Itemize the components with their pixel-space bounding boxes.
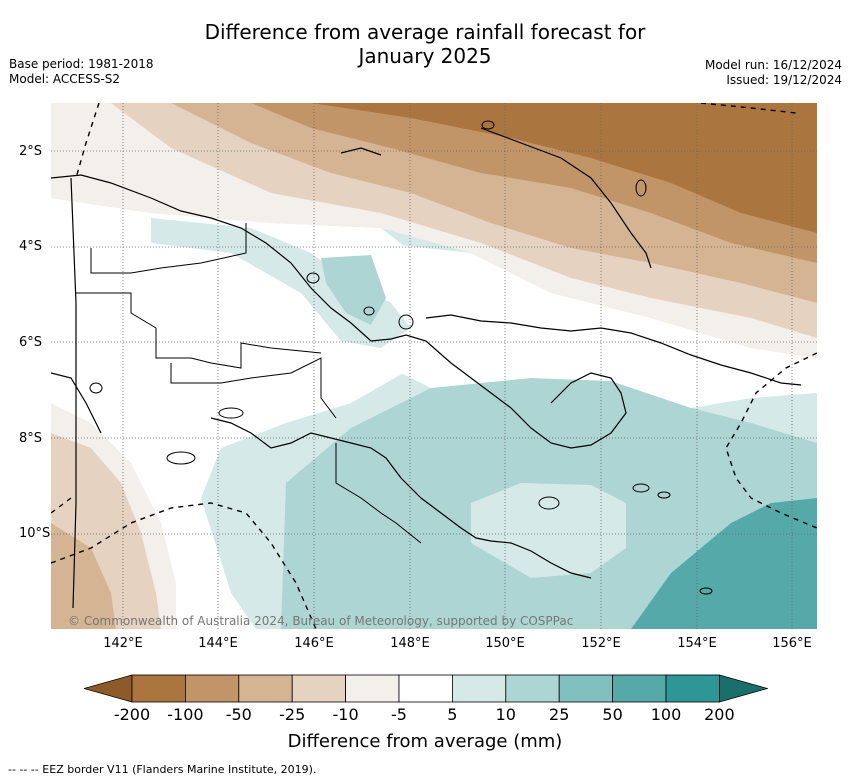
- colorbar-tick-label: 10: [495, 705, 516, 724]
- base-period: Base period: 1981-2018: [9, 57, 154, 71]
- colorbar-tick-label: -5: [391, 705, 407, 724]
- issued-date: Issued: 19/12/2024: [726, 73, 842, 87]
- meta-right: Model run: 16/12/2024 Issued: 19/12/2024: [705, 58, 842, 88]
- colorbar-swatch: [291, 674, 346, 703]
- eez-footnote: -- -- -- EEZ border V11 (Flanders Marine…: [8, 763, 317, 776]
- lat-label-8s: 8°S: [19, 431, 43, 446]
- map-title: Difference from average rainfall forecas…: [0, 20, 850, 68]
- colorbar-swatch: [558, 674, 614, 703]
- eez-border: [51, 103, 817, 629]
- band-minus100-minus200: [311, 103, 817, 233]
- colorbar-swatch: [398, 674, 453, 703]
- colorbar-tick-label: -25: [279, 705, 306, 724]
- rainfall-map: [51, 103, 817, 629]
- lon-label-152e: 152°E: [581, 636, 621, 651]
- colorbar-tick-label: -10: [332, 705, 359, 724]
- colorbar-tick-label: 50: [602, 705, 623, 724]
- graticule: [51, 103, 817, 629]
- coastline: [51, 127, 802, 609]
- lat-label-10s: 10°S: [19, 526, 51, 541]
- title-line-1: Difference from average rainfall forecas…: [204, 20, 646, 44]
- band-dry-sw-3: [51, 523, 116, 629]
- colorbar: [82, 674, 769, 708]
- model-name: Model: ACCESS-S2: [9, 72, 121, 86]
- band-5-10-png: [151, 218, 411, 348]
- colorbar-swatch: [451, 674, 507, 703]
- colorbar-swatch: [131, 674, 186, 703]
- lat-label-4s: 4°S: [19, 239, 43, 254]
- lon-label-154e: 154°E: [677, 636, 717, 651]
- copyright-notice: © Commonwealth of Australia 2024, Bureau…: [68, 614, 574, 628]
- colorbar-tick-label: 100: [650, 705, 682, 724]
- colorbar-swatch: [612, 674, 667, 703]
- colorbar-extend-max: [719, 674, 769, 703]
- lon-label-148e: 148°E: [390, 636, 430, 651]
- band-neutral-center: [381, 243, 817, 408]
- colorbar-tick-label: 5: [447, 705, 458, 724]
- colorbar-swatch: [505, 674, 560, 703]
- colorbar-tick-label: -50: [225, 705, 252, 724]
- province-borders: [76, 223, 422, 544]
- colorbar-tick-label: -100: [167, 705, 204, 724]
- colorbar-swatch: [185, 674, 240, 703]
- colorbar-swatch: [238, 674, 293, 703]
- colorbar-title: Difference from average (mm): [287, 731, 563, 752]
- colorbar-tick-label: -200: [113, 705, 151, 724]
- colorbar-swatches: [82, 674, 769, 703]
- colorbar-swatch: [665, 674, 720, 703]
- colorbar-tick-label: 200: [704, 705, 735, 724]
- band-5-10-inner: [471, 483, 626, 578]
- lon-label-156e: 156°E: [772, 636, 812, 651]
- colorbar-swatch: [345, 674, 400, 703]
- colorbar-tick-label: 25: [549, 705, 570, 724]
- lat-label-2s: 2°S: [19, 144, 43, 159]
- model-run: Model run: 16/12/2024: [704, 58, 842, 72]
- lon-label-142e: 142°E: [103, 636, 143, 651]
- band-50-100: [631, 498, 817, 629]
- title-line-2: January 2025: [358, 44, 492, 68]
- lon-label-144e: 144°E: [198, 636, 238, 651]
- meta-left: Base period: 1981-2018 Model: ACCESS-S2: [9, 57, 154, 87]
- colorbar-extend-min: [82, 674, 133, 703]
- lon-label-150e: 150°E: [485, 636, 525, 651]
- islands: [89, 120, 713, 595]
- lon-label-146e: 146°E: [294, 636, 334, 651]
- lat-label-6s: 6°S: [19, 335, 43, 350]
